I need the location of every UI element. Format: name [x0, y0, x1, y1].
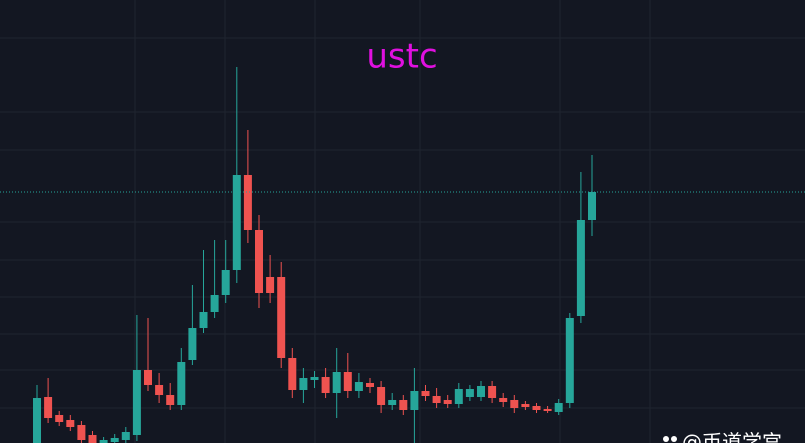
candle-body	[33, 398, 41, 443]
candle-body	[77, 425, 86, 440]
candle-body	[110, 438, 119, 442]
candle-body	[266, 277, 275, 293]
candle-body	[499, 398, 508, 402]
candle-body	[232, 175, 241, 270]
candle-body	[432, 396, 441, 403]
candle-body	[277, 277, 286, 358]
candle-body	[288, 358, 297, 390]
candle-body	[488, 386, 497, 398]
candle-body	[166, 395, 175, 405]
candle-body	[177, 362, 186, 405]
candle-body	[410, 391, 419, 410]
watermark-icon	[671, 436, 677, 442]
candle-body	[377, 387, 386, 405]
chart-title: ustc	[366, 37, 437, 77]
candle-body	[521, 404, 530, 407]
candle-body	[388, 400, 397, 405]
candle-body	[199, 312, 208, 328]
candle-body	[188, 328, 197, 360]
candle-body	[310, 377, 319, 380]
candle-body	[332, 372, 341, 393]
candle-body	[366, 383, 374, 387]
candle-body	[66, 420, 75, 427]
candle-body	[243, 175, 252, 230]
watermark-icon	[663, 436, 669, 442]
watermark-text: @币道学宫	[682, 430, 782, 443]
candle-body	[155, 385, 164, 395]
candle-body	[221, 270, 230, 295]
candle-body	[421, 391, 430, 396]
candle-body	[443, 400, 452, 404]
candle-body	[399, 400, 408, 410]
candle-body	[44, 397, 53, 418]
candle-body	[565, 318, 574, 403]
candle-body	[343, 372, 352, 391]
candle-body	[354, 382, 363, 391]
candle-body	[255, 230, 263, 293]
candle-body	[576, 220, 585, 316]
candle-body	[510, 400, 519, 408]
candle-body	[554, 403, 563, 412]
candle-body	[543, 409, 552, 411]
watermark: @币道学宫	[663, 430, 782, 443]
candle-body	[88, 435, 97, 443]
candle-body	[132, 370, 141, 435]
candle-body	[55, 415, 64, 422]
candle-body	[588, 192, 596, 220]
candle-body	[532, 406, 541, 410]
candle-body	[465, 389, 474, 397]
candle-body	[144, 370, 152, 385]
candle-body	[210, 295, 219, 312]
candles	[0, 67, 805, 443]
candle-body	[121, 432, 130, 440]
candle-body	[299, 378, 308, 390]
candle-body	[477, 386, 485, 397]
candle-body	[321, 377, 330, 393]
candle-body	[99, 440, 108, 443]
candle-body	[454, 389, 463, 404]
